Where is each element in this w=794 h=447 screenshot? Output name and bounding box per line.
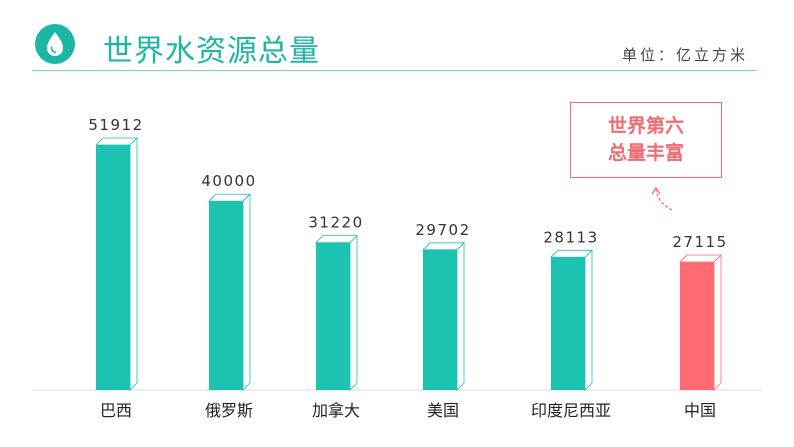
data-label-4: 28113 xyxy=(543,228,598,246)
callout-line-2: 总量丰富 xyxy=(607,142,684,164)
bar-4 xyxy=(551,257,585,390)
category-label-1: 俄罗斯 xyxy=(205,401,253,420)
bar-3 xyxy=(423,249,457,390)
bar-side-face-4 xyxy=(584,249,593,391)
header-divider xyxy=(32,70,757,71)
bar-side-face-3 xyxy=(456,241,465,391)
category-label-4: 印度尼西亚 xyxy=(531,401,611,420)
curved-arrow-icon xyxy=(655,189,673,211)
callout-box: 世界第六 总量丰富 xyxy=(570,102,722,178)
data-label-5: 27115 xyxy=(672,233,727,251)
data-label-1: 40000 xyxy=(201,172,256,190)
data-label-0: 51912 xyxy=(88,116,143,134)
category-label-0: 巴西 xyxy=(100,401,132,420)
unit-label: 单位：亿立方米 xyxy=(621,46,748,64)
bar-side-face-1 xyxy=(242,193,251,391)
header: 世界水资源总量 单位：亿立方米 xyxy=(0,0,794,80)
callout-line-1: 世界第六 xyxy=(607,115,684,137)
data-label-3: 29702 xyxy=(415,221,470,239)
page-title: 世界水资源总量 xyxy=(103,34,320,69)
bar-5 xyxy=(680,262,714,390)
bar-side-face-0 xyxy=(129,137,138,391)
bar-2 xyxy=(316,242,350,390)
data-label-2: 31220 xyxy=(308,214,363,232)
bar-1 xyxy=(209,201,243,390)
bar-0 xyxy=(96,145,130,390)
curved-arrow-head xyxy=(651,186,661,195)
bar-side-face-5 xyxy=(713,254,722,391)
water-drop-icon xyxy=(35,24,75,64)
category-label-3: 美国 xyxy=(427,401,459,420)
category-label-5: 中国 xyxy=(684,401,716,420)
category-label-2: 加拿大 xyxy=(312,401,360,420)
bar-side-face-2 xyxy=(349,234,358,391)
